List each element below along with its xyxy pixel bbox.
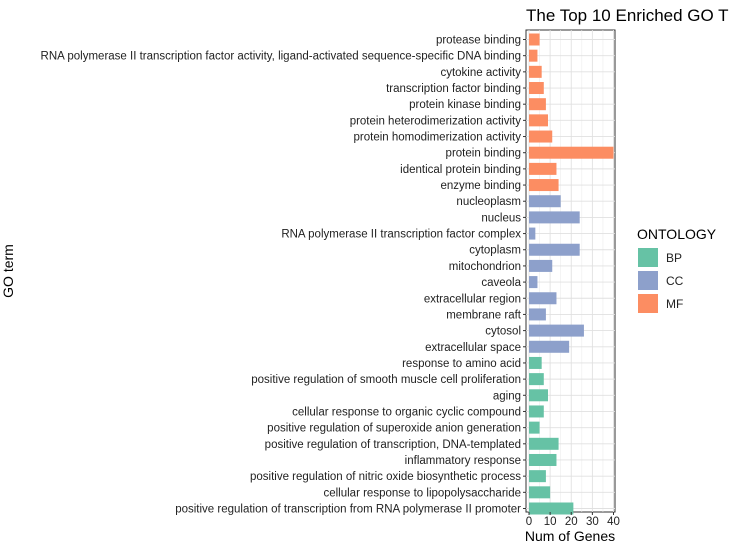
y-tick-label: cytosol bbox=[485, 326, 521, 338]
x-axis-ticks: 0 10 20 30 40 bbox=[526, 512, 620, 528]
y-axis-title: GO term bbox=[0, 244, 16, 298]
y-tick-label: cytokine activity bbox=[440, 67, 521, 79]
bar-mf bbox=[529, 49, 538, 62]
bar-cc bbox=[529, 243, 580, 256]
y-tick-label: transcription factor binding bbox=[386, 83, 521, 95]
bar-cc bbox=[529, 324, 584, 337]
bar-mf bbox=[529, 65, 542, 78]
legend-key-bp bbox=[638, 248, 658, 267]
y-tick-label: mitochondrion bbox=[449, 261, 521, 273]
legend-key-cc bbox=[638, 271, 658, 290]
chart-title: The Top 10 Enriched GO T bbox=[526, 6, 729, 25]
y-tick-label: membrane raft bbox=[446, 309, 522, 321]
bar-bp bbox=[529, 502, 574, 515]
bar-mf bbox=[529, 98, 546, 111]
y-tick-label: protein kinase binding bbox=[409, 99, 521, 111]
bar-cc bbox=[529, 308, 546, 321]
bar-mf bbox=[529, 33, 540, 46]
bar-bp bbox=[529, 437, 559, 450]
y-tick-label: positive regulation of superoxide anion … bbox=[267, 423, 521, 435]
y-tick-label: positive regulation of smooth muscle cel… bbox=[251, 374, 521, 386]
y-tick-label: inflammatory response bbox=[405, 455, 521, 467]
y-tick-label: RNA polymerase II transcription factor a… bbox=[41, 51, 521, 63]
bar-cc bbox=[529, 195, 561, 208]
legend-key-mf bbox=[638, 294, 658, 313]
legend: ONTOLOGY BP CC MF bbox=[637, 226, 717, 313]
y-tick-label: cytoplasm bbox=[469, 245, 521, 257]
x-tick-label: 10 bbox=[544, 516, 557, 528]
y-tick-label: extracellular region bbox=[424, 293, 521, 305]
y-tick-label: positive regulation of nitric oxide bios… bbox=[250, 471, 521, 483]
y-tick-label: protein binding bbox=[446, 148, 521, 160]
bar-mf bbox=[529, 130, 553, 143]
bar-bp bbox=[529, 373, 544, 386]
y-tick-labels: protease binding RNA polymerase II transc… bbox=[41, 35, 526, 516]
y-tick-label: protein homodimerization activity bbox=[354, 132, 522, 144]
bar-cc bbox=[529, 211, 580, 224]
y-tick-label: nucleus bbox=[481, 212, 521, 224]
x-tick-label: 40 bbox=[607, 516, 620, 528]
bars bbox=[529, 33, 614, 515]
bar-bp bbox=[529, 405, 544, 418]
bar-mf bbox=[529, 162, 557, 175]
y-tick-label: protease binding bbox=[436, 35, 521, 47]
y-tick-label: RNA polymerase II transcription factor c… bbox=[281, 229, 521, 241]
y-tick-label: identical protein binding bbox=[400, 164, 521, 176]
bar-bp bbox=[529, 453, 557, 466]
x-tick-label: 30 bbox=[586, 516, 599, 528]
bar-mf bbox=[529, 146, 614, 159]
y-tick-label: positive regulation of transcription fro… bbox=[175, 504, 521, 516]
y-tick-label: extracellular space bbox=[425, 342, 521, 354]
y-tick-label: aging bbox=[493, 390, 521, 402]
legend-label: BP bbox=[666, 251, 682, 265]
bar-bp bbox=[529, 389, 549, 402]
legend-label: MF bbox=[666, 297, 683, 311]
bar-mf bbox=[529, 82, 544, 95]
legend-label: CC bbox=[666, 274, 684, 288]
x-axis-title: Num of Genes bbox=[525, 528, 615, 544]
y-tick-label: enzyme binding bbox=[440, 180, 521, 192]
y-tick-label: nucleoplasm bbox=[456, 196, 521, 208]
y-tick-label: protein heterodimerization activity bbox=[350, 115, 522, 127]
x-tick-label: 0 bbox=[526, 516, 532, 528]
bar-cc bbox=[529, 259, 553, 272]
y-tick-label: cellular response to lipopolysaccharide bbox=[323, 487, 521, 499]
x-tick-label: 20 bbox=[565, 516, 578, 528]
bar-mf bbox=[529, 114, 549, 127]
bar-bp bbox=[529, 421, 540, 434]
bar-cc bbox=[529, 292, 557, 305]
bar-cc bbox=[529, 227, 536, 240]
y-tick-label: cellular response to organic cyclic comp… bbox=[292, 406, 521, 418]
bar-cc bbox=[529, 340, 570, 353]
y-tick-label: positive regulation of transcription, DN… bbox=[265, 439, 521, 451]
bar-cc bbox=[529, 276, 538, 289]
bar-bp bbox=[529, 470, 546, 483]
bar-bp bbox=[529, 356, 542, 369]
legend-title: ONTOLOGY bbox=[637, 226, 717, 242]
bar-mf bbox=[529, 179, 559, 192]
y-tick-label: response to amino acid bbox=[402, 358, 521, 370]
y-tick-label: caveola bbox=[481, 277, 521, 289]
bar-bp bbox=[529, 486, 551, 499]
